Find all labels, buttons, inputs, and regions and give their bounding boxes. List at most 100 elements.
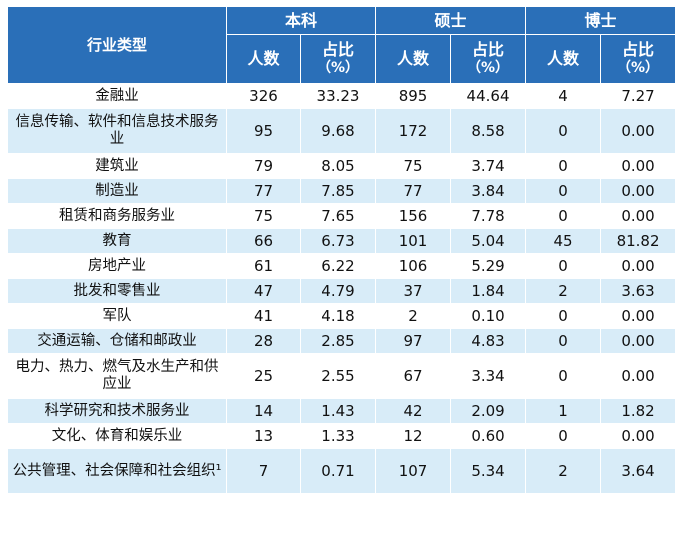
doctor-share-cell: 0.00 [600, 253, 677, 279]
master-share-cell: 44.64 [450, 83, 527, 109]
table-row: 金融业 326 33.23 895 44.64 4 7.27 [7, 83, 677, 109]
bachelor-count-cell: 79 [226, 153, 301, 179]
bachelor-share-cell: 8.05 [299, 153, 377, 179]
bachelor-share-cell: 2.55 [299, 353, 377, 399]
master-count-cell: 75 [375, 153, 452, 179]
doctor-share-cell: 81.82 [600, 228, 677, 254]
bachelor-share-cell: 7.65 [299, 203, 377, 229]
industry-cell: 交通运输、仓储和邮政业 [7, 328, 227, 354]
share-label: 占比 [622, 40, 655, 59]
doctor-share-cell: 0.00 [600, 423, 677, 449]
industry-cell: 电力、热力、燃气及水生产和供应业 [7, 353, 227, 399]
master-count-cell: 895 [375, 83, 452, 109]
industry-cell: 公共管理、社会保障和社会组织¹ [7, 448, 227, 494]
master-share-cell: 2.09 [450, 398, 527, 424]
doctor-count-cell: 45 [525, 228, 602, 254]
bachelor-count-cell: 28 [226, 328, 301, 354]
doctor-count-cell: 0 [525, 108, 602, 154]
master-count-cell: 107 [375, 448, 452, 494]
table-row: 建筑业 79 8.05 75 3.74 0 0.00 [7, 153, 677, 179]
industry-cell: 制造业 [7, 178, 227, 204]
doctor-share-cell: 0.00 [600, 178, 677, 204]
industry-cell: 科学研究和技术服务业 [7, 398, 227, 424]
master-count-cell: 106 [375, 253, 452, 279]
doctor-share-cell: 1.82 [600, 398, 677, 424]
table-row: 制造业 77 7.85 77 3.84 0 0.00 [7, 178, 677, 204]
bachelor-count-cell: 77 [226, 178, 301, 204]
bachelor-count-cell: 66 [226, 228, 301, 254]
count-header: 人数 [226, 34, 301, 84]
bachelor-share-cell: 9.68 [299, 108, 377, 154]
master-count-cell: 156 [375, 203, 452, 229]
master-count-cell: 101 [375, 228, 452, 254]
count-header: 人数 [375, 34, 452, 84]
share-header: 占比 （%） [600, 34, 677, 84]
bachelor-share-cell: 6.22 [299, 253, 377, 279]
doctor-count-cell: 0 [525, 253, 602, 279]
master-count-cell: 97 [375, 328, 452, 354]
doctor-share-cell: 0.00 [600, 353, 677, 399]
bachelor-count-cell: 25 [226, 353, 301, 399]
doctor-count-cell: 4 [525, 83, 602, 109]
share-label: 占比 [472, 40, 505, 59]
bachelor-count-cell: 61 [226, 253, 301, 279]
bachelor-count-cell: 326 [226, 83, 301, 109]
doctor-share-cell: 0.00 [600, 203, 677, 229]
doctor-count-cell: 0 [525, 423, 602, 449]
employment-table: 行业类型 本科 硕士 博士 人数 占比 （%） 人数 占比 （%） 人数 占比 （%）… [7, 6, 677, 494]
doctor-count-cell: 0 [525, 353, 602, 399]
industry-cell: 信息传输、软件和信息技术服务业 [7, 108, 227, 154]
table-row: 批发和零售业 47 4.79 37 1.84 2 3.63 [7, 278, 677, 304]
table-row: 文化、体育和娱乐业 13 1.33 12 0.60 0 0.00 [7, 423, 677, 449]
industry-cell: 建筑业 [7, 153, 227, 179]
group-header-doctor: 博士 [525, 6, 677, 35]
bachelor-count-cell: 14 [226, 398, 301, 424]
industry-cell: 军队 [7, 303, 227, 329]
bachelor-count-cell: 13 [226, 423, 301, 449]
master-count-cell: 12 [375, 423, 452, 449]
doctor-count-cell: 0 [525, 328, 602, 354]
master-share-cell: 5.34 [450, 448, 527, 494]
bachelor-share-cell: 33.23 [299, 83, 377, 109]
master-share-cell: 8.58 [450, 108, 527, 154]
industry-cell: 房地产业 [7, 253, 227, 279]
bachelor-count-cell: 7 [226, 448, 301, 494]
group-header-master: 硕士 [375, 6, 527, 35]
table-row: 公共管理、社会保障和社会组织¹ 7 0.71 107 5.34 2 3.64 [7, 448, 677, 494]
share-unit: （%） [316, 60, 360, 76]
table-row: 电力、热力、燃气及水生产和供应业 25 2.55 67 3.34 0 0.00 [7, 353, 677, 399]
master-count-cell: 172 [375, 108, 452, 154]
doctor-share-cell: 3.63 [600, 278, 677, 304]
master-count-cell: 2 [375, 303, 452, 329]
doctor-share-cell: 7.27 [600, 83, 677, 109]
master-share-cell: 5.04 [450, 228, 527, 254]
master-count-cell: 77 [375, 178, 452, 204]
bachelor-share-cell: 4.79 [299, 278, 377, 304]
master-share-cell: 3.84 [450, 178, 527, 204]
bachelor-count-cell: 41 [226, 303, 301, 329]
master-share-cell: 3.74 [450, 153, 527, 179]
bachelor-share-cell: 0.71 [299, 448, 377, 494]
industry-cell: 教育 [7, 228, 227, 254]
table-body: 金融业 326 33.23 895 44.64 4 7.27 信息传输、软件和信… [7, 83, 677, 494]
bachelor-count-cell: 95 [226, 108, 301, 154]
doctor-count-cell: 0 [525, 153, 602, 179]
doctor-count-cell: 2 [525, 448, 602, 494]
table-header: 行业类型 本科 硕士 博士 人数 占比 （%） 人数 占比 （%） 人数 占比 （%） [7, 6, 677, 84]
industry-cell: 金融业 [7, 83, 227, 109]
share-header: 占比 （%） [450, 34, 527, 84]
table-row: 教育 66 6.73 101 5.04 45 81.82 [7, 228, 677, 254]
bachelor-share-cell: 4.18 [299, 303, 377, 329]
master-share-cell: 4.83 [450, 328, 527, 354]
master-share-cell: 0.60 [450, 423, 527, 449]
master-share-cell: 1.84 [450, 278, 527, 304]
doctor-count-cell: 2 [525, 278, 602, 304]
table-row: 房地产业 61 6.22 106 5.29 0 0.00 [7, 253, 677, 279]
bachelor-count-cell: 47 [226, 278, 301, 304]
share-unit: （%） [617, 60, 660, 76]
bachelor-share-cell: 7.85 [299, 178, 377, 204]
doctor-count-cell: 1 [525, 398, 602, 424]
group-header-bachelor: 本科 [225, 6, 377, 35]
bachelor-share-cell: 1.33 [299, 423, 377, 449]
master-count-cell: 37 [375, 278, 452, 304]
